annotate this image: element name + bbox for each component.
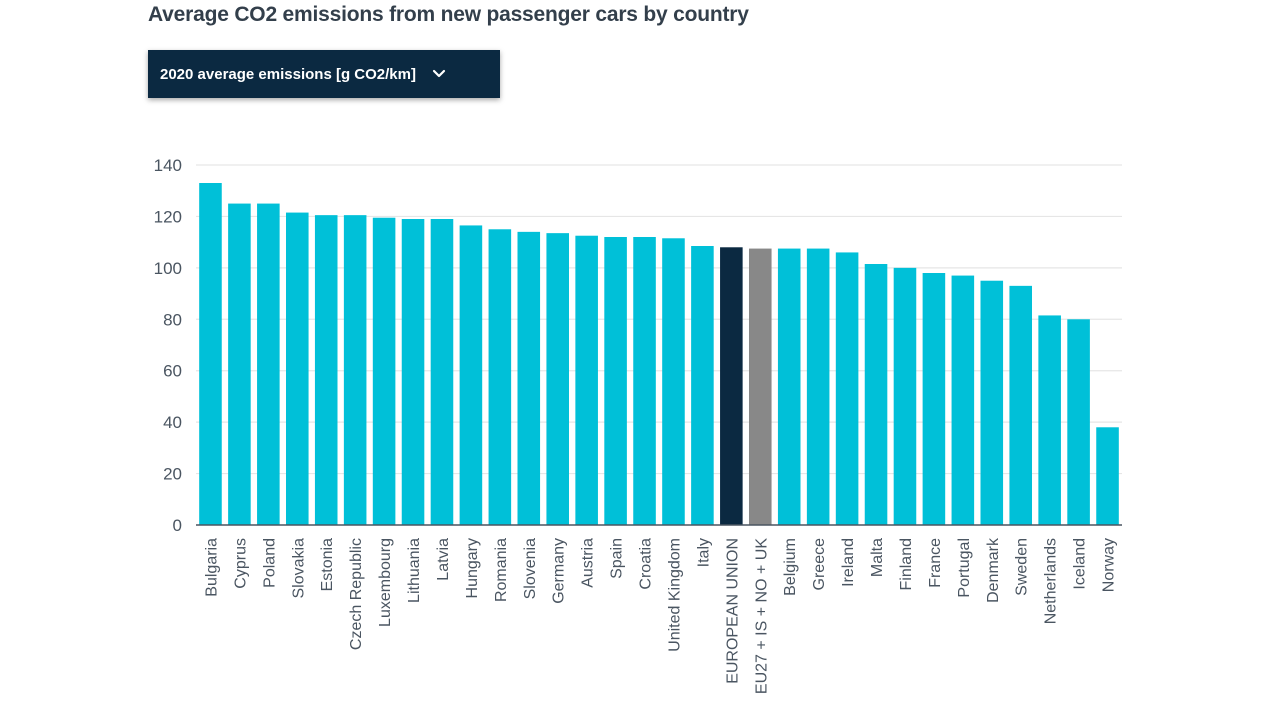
x-category-label: EUROPEAN UNION	[724, 538, 741, 684]
bar-bulgaria[interactable]	[199, 183, 222, 525]
x-category-label: Sweden	[1014, 538, 1031, 596]
bar-finland[interactable]	[893, 267, 917, 525]
x-category-label: Austria	[580, 538, 597, 588]
bar-france[interactable]	[922, 273, 946, 525]
x-category-label: Netherlands	[1043, 538, 1060, 624]
bar-slovakia[interactable]	[285, 212, 309, 526]
bar-hungary[interactable]	[459, 225, 483, 525]
y-axis-tick-labels: 0 20 40 60 80 100 120 140	[154, 156, 182, 535]
bar-greece[interactable]	[806, 248, 830, 526]
bar-sweden[interactable]	[1009, 285, 1033, 525]
bar-eu27-is-no-uk[interactable]	[748, 248, 772, 526]
x-category-label: Croatia	[638, 538, 655, 590]
x-category-label: Estonia	[319, 538, 336, 591]
y-tick-label: 100	[154, 259, 182, 278]
y-tick-label: 60	[163, 362, 182, 381]
x-category-label: Cyprus	[232, 538, 249, 589]
bar-european-union[interactable]	[720, 247, 743, 526]
bar-belgium[interactable]	[777, 248, 801, 526]
y-tick-label: 140	[154, 156, 182, 175]
bar-lithuania[interactable]	[401, 219, 425, 525]
x-category-label: Italy	[695, 538, 712, 567]
bar-ireland[interactable]	[835, 252, 859, 525]
x-category-label: Finland	[898, 538, 915, 590]
x-category-label: Germany	[551, 538, 568, 604]
bar-malta[interactable]	[864, 264, 888, 525]
y-tick-label: 120	[154, 207, 182, 226]
x-category-label: Denmark	[985, 537, 1002, 603]
bar-norway[interactable]	[1096, 427, 1119, 525]
x-category-label: Czech Republic	[348, 538, 365, 650]
x-category-label: Latvia	[435, 538, 452, 581]
bars	[199, 183, 1119, 526]
bar-romania[interactable]	[488, 229, 512, 526]
x-category-label: Hungary	[464, 538, 481, 598]
bar-latvia[interactable]	[430, 219, 454, 525]
x-axis-category-labels: Bulgaria Cyprus Poland Slovakia Estonia Czech…	[203, 537, 1117, 694]
x-category-label: Iceland	[1072, 538, 1089, 590]
x-category-label: Greece	[811, 538, 828, 591]
x-category-label: Romania	[493, 538, 510, 602]
bar-estonia[interactable]	[314, 215, 338, 525]
x-category-label: Ireland	[840, 538, 857, 587]
bar-croatia[interactable]	[633, 237, 656, 525]
y-tick-label: 80	[163, 310, 182, 329]
bar-portugal[interactable]	[951, 275, 975, 525]
bar-denmark[interactable]	[980, 280, 1004, 525]
x-category-label: Norway	[1101, 538, 1118, 592]
y-tick-label: 20	[163, 465, 182, 484]
bar-united-kingdom[interactable]	[662, 238, 685, 526]
x-category-label: Portugal	[956, 538, 973, 598]
x-category-label: EU27 + IS + NO + UK	[753, 538, 770, 694]
bar-luxembourg[interactable]	[372, 217, 396, 525]
bar-slovenia[interactable]	[517, 231, 541, 525]
x-category-label: Poland	[261, 538, 278, 588]
y-tick-label: 0	[173, 516, 182, 535]
x-category-label: Belgium	[782, 538, 799, 596]
x-category-label: Spain	[609, 538, 626, 579]
x-category-label: Luxembourg	[377, 538, 394, 627]
x-category-label: Slovakia	[290, 538, 307, 599]
metric-dropdown-label: 2020 average emissions [g CO2/km]	[160, 65, 416, 83]
bar-iceland[interactable]	[1067, 319, 1090, 525]
x-category-label: Bulgaria	[203, 538, 220, 597]
chart-title: Average CO2 emissions from new passenger…	[148, 3, 749, 26]
x-category-label: United Kingdom	[666, 538, 683, 652]
metric-dropdown[interactable]: 2020 average emissions [g CO2/km]	[148, 50, 500, 98]
bar-cyprus[interactable]	[228, 203, 251, 526]
bar-italy[interactable]	[691, 246, 714, 525]
bar-austria[interactable]	[575, 235, 598, 525]
bar-netherlands[interactable]	[1038, 315, 1061, 525]
bar-germany[interactable]	[546, 233, 570, 525]
bar-spain[interactable]	[604, 237, 627, 525]
x-category-label: Lithuania	[406, 538, 423, 603]
y-tick-label: 40	[163, 413, 182, 432]
x-category-label: Malta	[869, 538, 886, 577]
x-category-label: France	[927, 538, 944, 588]
bar-poland[interactable]	[257, 203, 280, 526]
bar-czech-republic[interactable]	[343, 215, 367, 525]
x-category-label: Slovenia	[522, 538, 539, 599]
chevron-down-icon	[432, 69, 446, 79]
